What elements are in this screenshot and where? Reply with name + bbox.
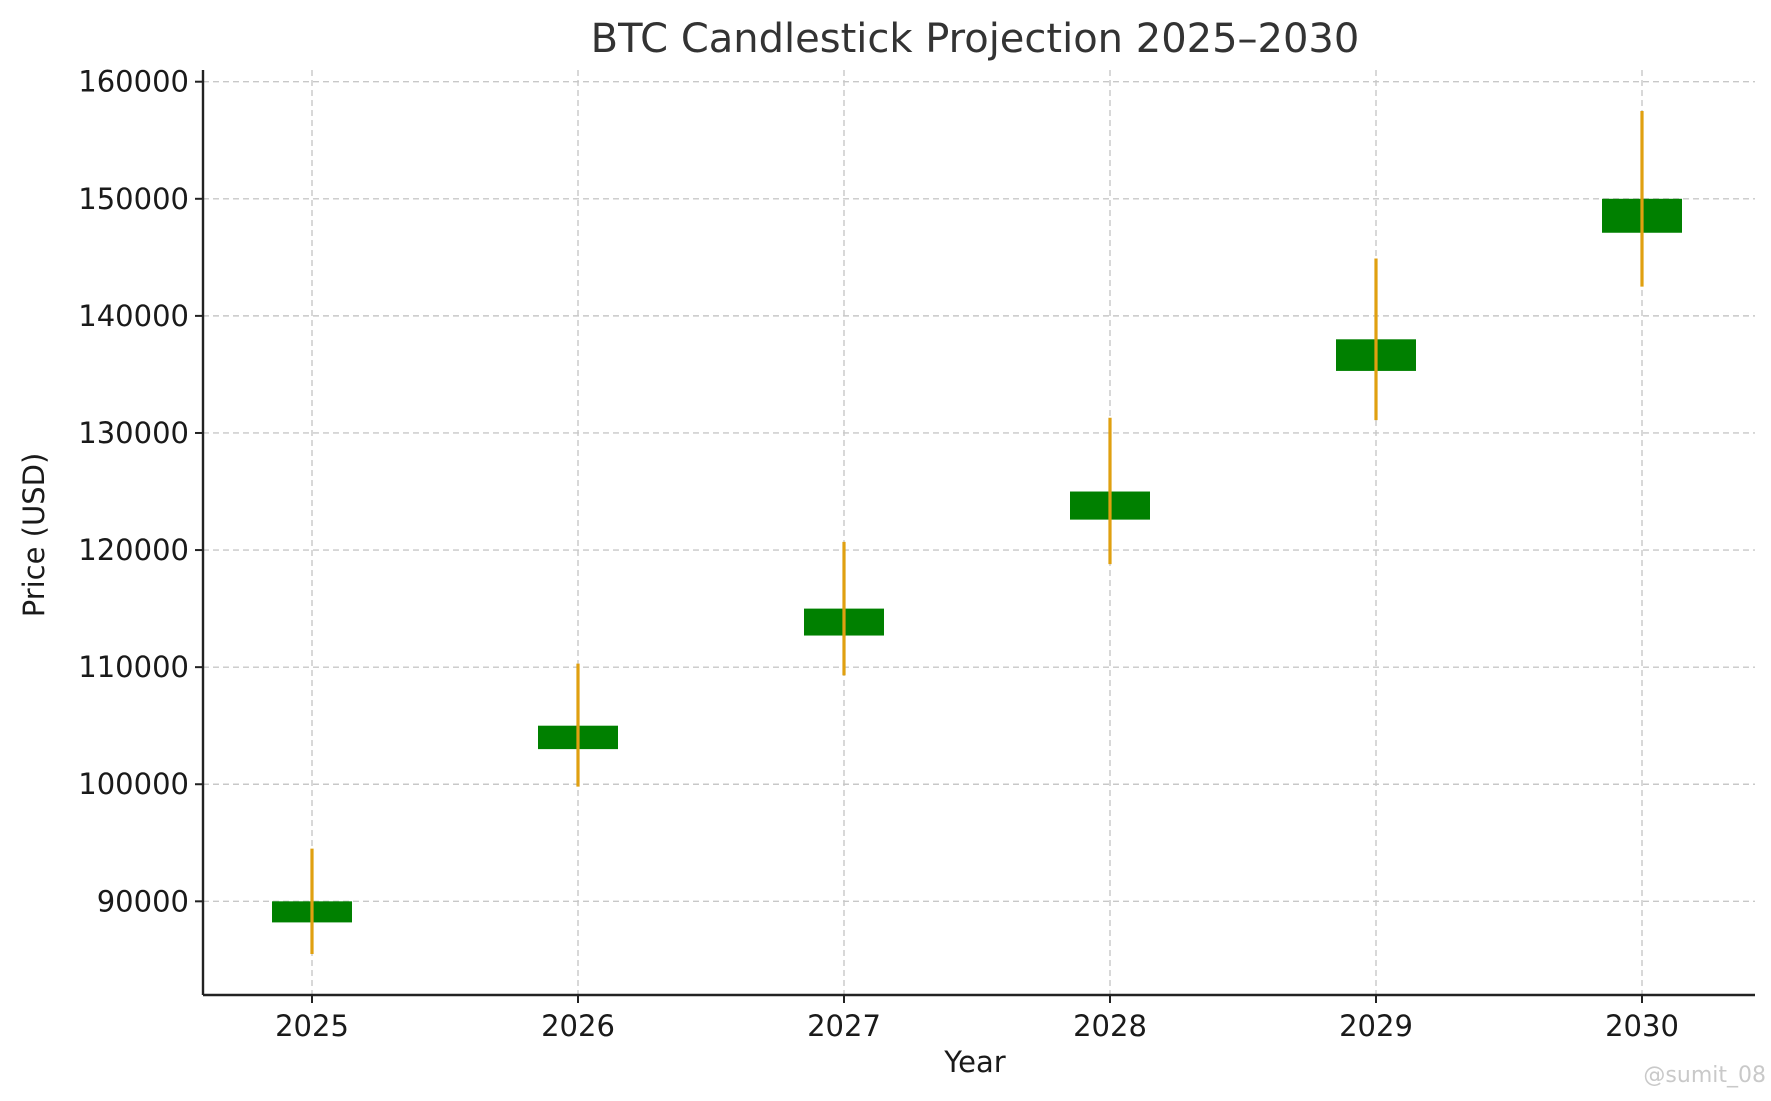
axis-layer <box>201 70 1755 997</box>
y-tick-label: 140000 <box>78 299 189 333</box>
candle-layer <box>272 110 1682 955</box>
watermark: @sumit_08 <box>1643 1063 1766 1088</box>
y-tick-label: 90000 <box>97 884 189 918</box>
x-tick-label: 2025 <box>275 1009 349 1043</box>
y-tick-label: 110000 <box>78 650 189 684</box>
x-tick-label: 2027 <box>807 1009 881 1043</box>
x-tick-label: 2029 <box>1339 1009 1413 1043</box>
y-tick-label: 150000 <box>78 182 189 216</box>
grid-layer <box>203 70 1755 995</box>
tick-layer: 90000 100000 110000 120000 130000 140000 15000… <box>78 65 1679 1043</box>
chart-title: BTC Candlestick Projection 2025–2030 <box>591 16 1360 62</box>
y-tick-label: 160000 <box>78 65 189 99</box>
y-tick-label: 130000 <box>78 416 189 450</box>
x-tick-label: 2026 <box>541 1009 615 1043</box>
y-axis-label: Price (USD) <box>17 453 51 618</box>
x-tick-label: 2030 <box>1605 1009 1679 1043</box>
y-tick-label: 120000 <box>78 533 189 567</box>
x-tick-label: 2028 <box>1073 1009 1147 1043</box>
x-axis-label: Year <box>943 1045 1005 1079</box>
y-tick-label: 100000 <box>78 767 189 801</box>
